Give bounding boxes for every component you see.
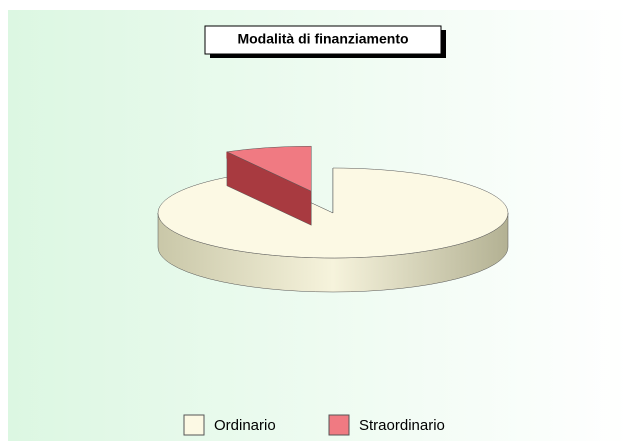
title-box <box>204 25 442 55</box>
legend-label: Ordinario <box>214 417 276 434</box>
legend: Ordinario Straordinario <box>183 414 445 436</box>
pie-slice <box>226 145 312 226</box>
legend-label: Straordinario <box>359 417 445 434</box>
slice-top <box>157 167 509 259</box>
pie-slice <box>157 167 509 293</box>
pie <box>157 145 509 293</box>
chart-title: Modalità di finanziamento <box>237 31 408 47</box>
slice-top <box>226 145 312 192</box>
legend-swatch <box>183 414 205 436</box>
legend-swatch <box>328 414 350 436</box>
